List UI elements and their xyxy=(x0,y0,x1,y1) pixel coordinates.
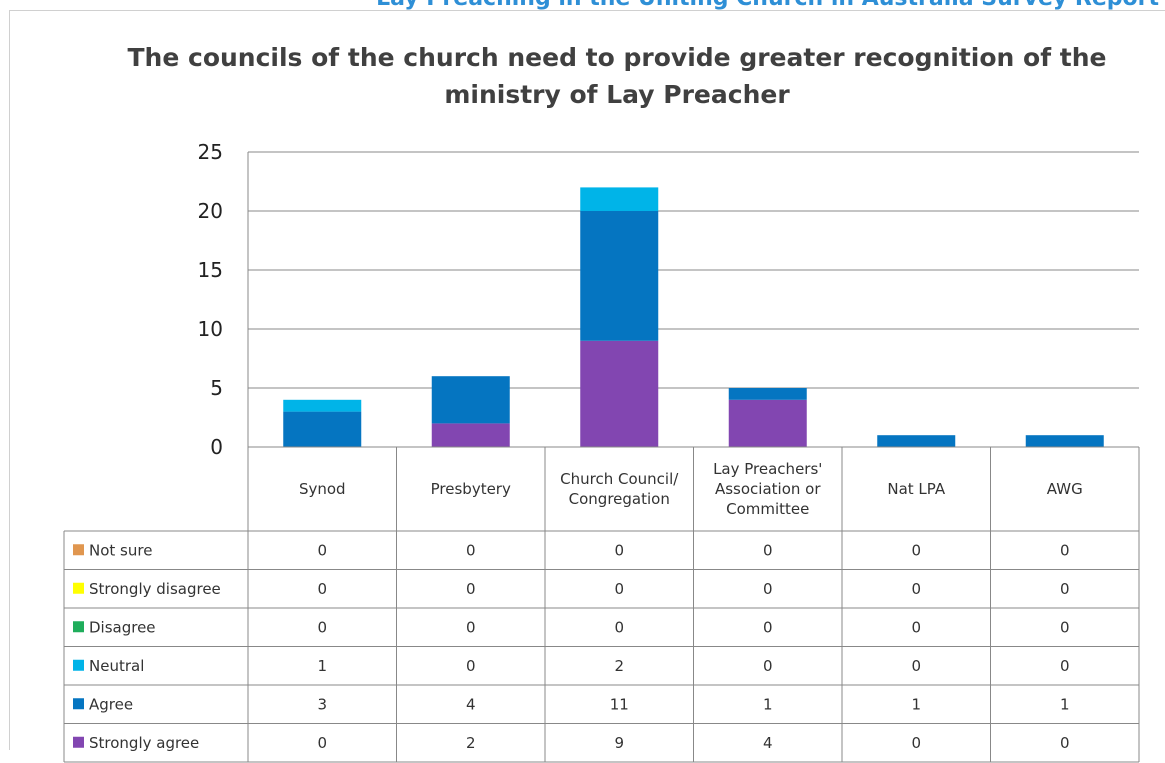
legend-swatch xyxy=(73,698,84,710)
data-label: 0 xyxy=(466,657,476,675)
bar-segment xyxy=(580,187,659,211)
data-label: 0 xyxy=(1060,657,1070,675)
data-label: 0 xyxy=(317,580,327,598)
legend-label: Disagree xyxy=(89,618,156,636)
page-left-border xyxy=(9,10,10,750)
category-label: Congregation xyxy=(569,490,670,508)
bar-segment xyxy=(877,435,956,447)
y-tick-label: 25 xyxy=(198,140,223,164)
y-tick-label: 10 xyxy=(198,317,223,341)
legend-swatch xyxy=(73,544,84,556)
bar-segment xyxy=(580,211,659,341)
data-label: 0 xyxy=(317,734,327,752)
legend-label: Strongly disagree xyxy=(89,580,221,598)
category-label: Synod xyxy=(299,480,346,498)
chart-title-line: The councils of the church need to provi… xyxy=(127,43,1106,72)
bar-segment xyxy=(580,340,659,447)
data-label: 0 xyxy=(911,657,921,675)
category-label: Committee xyxy=(726,500,809,518)
data-label: 2 xyxy=(614,657,624,675)
legend-label: Strongly agree xyxy=(89,734,199,752)
data-label: 1 xyxy=(911,695,921,713)
bar-segment xyxy=(1025,435,1104,447)
data-label: 9 xyxy=(614,734,624,752)
header-divider xyxy=(9,10,1165,11)
data-label: 4 xyxy=(763,734,773,752)
category-label: Church Council/ xyxy=(560,470,679,488)
data-label: 1 xyxy=(1060,695,1070,713)
data-label: 0 xyxy=(1060,734,1070,752)
data-label: 0 xyxy=(763,657,773,675)
y-tick-label: 20 xyxy=(198,199,223,223)
data-label: 0 xyxy=(1060,580,1070,598)
data-label: 1 xyxy=(317,657,327,675)
header-strip: Lay Preaching in the Uniting Church in A… xyxy=(0,0,1165,12)
y-tick-label: 0 xyxy=(210,435,223,459)
data-label: 0 xyxy=(911,734,921,752)
data-label: 0 xyxy=(1060,618,1070,636)
bar-segment xyxy=(283,411,362,447)
data-label: 0 xyxy=(763,541,773,559)
legend-label: Neutral xyxy=(89,657,144,675)
chart-title-line: ministry of Lay Preacher xyxy=(444,80,790,109)
data-label: 1 xyxy=(763,695,773,713)
data-label: 0 xyxy=(614,580,624,598)
data-label: 3 xyxy=(317,695,327,713)
data-label: 0 xyxy=(466,580,476,598)
bar-segment xyxy=(728,388,807,400)
legend-swatch xyxy=(73,621,84,633)
data-label: 0 xyxy=(911,580,921,598)
category-label: Lay Preachers' xyxy=(713,460,822,478)
data-label: 0 xyxy=(466,541,476,559)
data-label: 0 xyxy=(911,618,921,636)
y-tick-label: 15 xyxy=(198,258,223,282)
bar-segment xyxy=(431,376,510,424)
category-label: Nat LPA xyxy=(887,480,946,498)
legend-label: Agree xyxy=(89,695,133,713)
data-label: 0 xyxy=(763,580,773,598)
data-label: 0 xyxy=(1060,541,1070,559)
data-label: 0 xyxy=(614,541,624,559)
legend-swatch xyxy=(73,659,84,671)
data-label: 0 xyxy=(911,541,921,559)
bar-segment xyxy=(431,423,510,447)
data-label: 0 xyxy=(317,541,327,559)
data-label: 0 xyxy=(614,618,624,636)
header-title: Lay Preaching in the Uniting Church in A… xyxy=(376,0,1159,11)
category-label: AWG xyxy=(1047,480,1083,498)
data-label: 11 xyxy=(610,695,629,713)
legend-swatch xyxy=(73,582,84,594)
y-tick-label: 5 xyxy=(210,376,223,400)
data-label: 4 xyxy=(466,695,476,713)
data-label: 2 xyxy=(466,734,476,752)
category-label: Association or xyxy=(715,480,821,498)
bar-segment xyxy=(728,399,807,447)
category-label: Presbytery xyxy=(431,480,511,498)
data-label: 0 xyxy=(466,618,476,636)
bar-segment xyxy=(283,399,362,412)
legend-swatch xyxy=(73,736,84,748)
legend-label: Not sure xyxy=(89,541,152,559)
data-label: 0 xyxy=(317,618,327,636)
data-label: 0 xyxy=(763,618,773,636)
